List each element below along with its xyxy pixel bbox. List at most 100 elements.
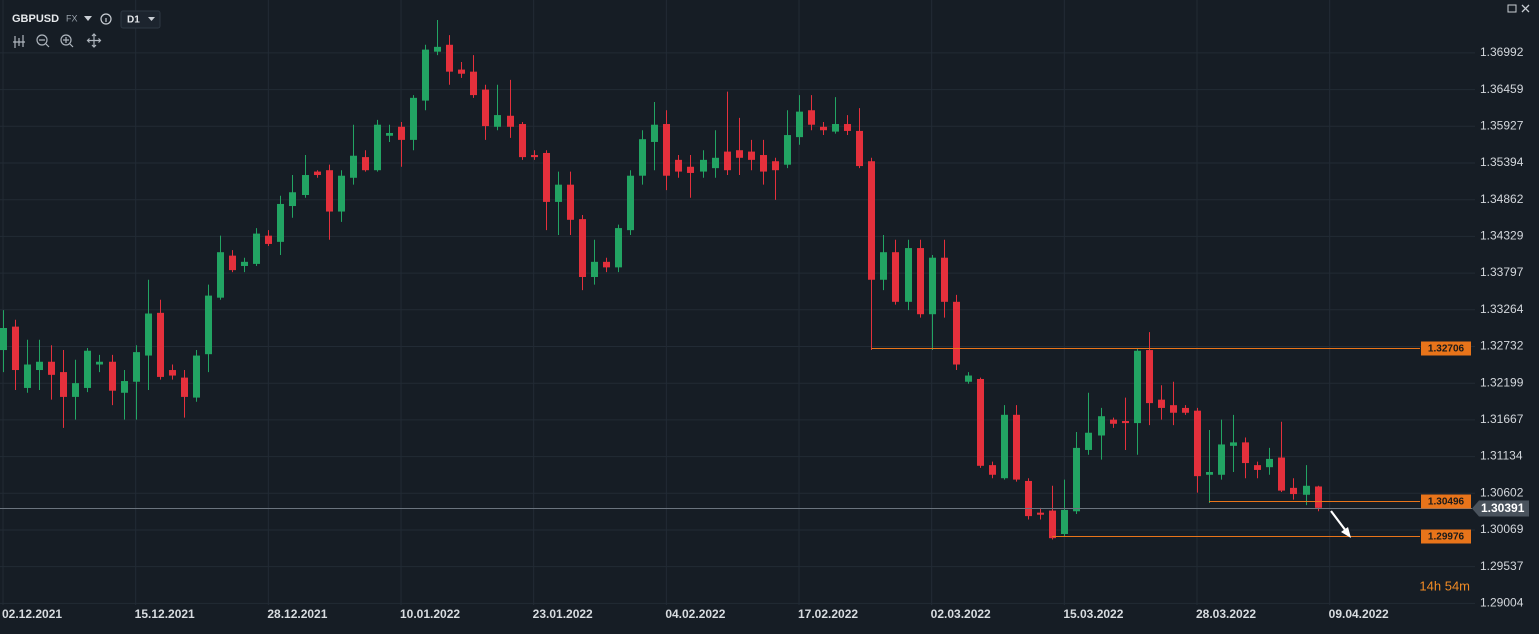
candle-body [253,233,260,264]
y-tick-label: 1.36992 [1480,45,1524,59]
x-tick-label: 09.04.2022 [1329,607,1389,621]
y-tick-label: 1.30602 [1480,485,1524,499]
y-tick-label: 1.34329 [1480,229,1524,243]
candle-body [1230,442,1237,446]
timeframe-box[interactable] [120,10,161,29]
y-tick-label: 1.35927 [1480,118,1524,132]
y-tick-label: 1.31667 [1480,412,1524,426]
candle-body [217,252,224,298]
candle-body [603,261,610,268]
candle-body [60,372,67,397]
candle-body [772,161,779,171]
candle-body [1110,419,1117,424]
candle-body [1061,509,1068,535]
x-tick-label: 10.01.2022 [400,607,460,621]
candle-body [229,255,236,271]
candle-body [1278,457,1285,491]
candle-body [1266,458,1273,468]
candle-body [712,157,719,169]
y-tick-label: 1.34862 [1480,192,1524,206]
candle-body [1170,405,1177,413]
candle-body [1303,485,1310,495]
candle-body [338,175,345,212]
candle-body [1206,472,1213,475]
candle-body [121,381,128,393]
current-price-box [1472,500,1529,517]
candle-body [1242,442,1249,464]
candle-body [1218,444,1225,475]
candle-body [917,248,924,315]
candle-body [627,175,634,231]
grid [0,0,1475,605]
y-tick-label: 1.32199 [1480,375,1524,389]
level-label-box [1421,494,1471,509]
candle-body [748,151,755,160]
icons [13,33,102,48]
zoom-in-icon[interactable] [60,34,72,46]
candle-body [470,71,477,96]
candle-body [326,170,333,212]
candle-body [1158,399,1165,408]
candle-body [96,361,103,365]
candle-body [350,155,357,178]
candle-body [905,248,912,302]
candle-body [84,350,91,388]
candle-body [302,175,309,196]
candle-body [1254,465,1261,470]
x-tick-label: 28.12.2021 [267,607,327,621]
candle-body [277,203,284,242]
candle-body [241,261,248,266]
x-tick-label: 15.12.2021 [135,607,195,621]
zoom-out-icon[interactable] [36,34,48,46]
x-tick-label: 23.01.2022 [533,607,593,621]
y-tick-label: 1.32732 [1480,339,1524,353]
candle-body [700,159,707,172]
candle-body [832,124,839,132]
y-tick-label: 1.29004 [1480,596,1524,610]
countdown: 14h 54m [1419,578,1470,593]
y-tick-label: 1.33797 [1480,265,1524,279]
candle-body [519,124,526,158]
symbol[interactable]: GBPUSD [12,13,59,25]
market: FX [66,13,78,23]
level-label: 1.30496 [1428,497,1465,508]
candle-body [1001,414,1008,479]
candle-body [1085,432,1092,450]
candle-body [675,159,682,172]
x-tick-label: 15.03.2022 [1063,607,1123,621]
candle-body [760,155,767,172]
candle-body [1290,487,1297,495]
candle-body [133,352,140,382]
candle-body [555,184,562,202]
candle-body [193,355,200,398]
candle-body [458,69,465,74]
candle-body [145,313,152,356]
x-tick-label: 28.03.2022 [1196,607,1256,621]
x-tick-label: 02.12.2021 [2,607,62,621]
y-tick-label: 1.31134 [1480,449,1523,463]
y-tick-label: 1.29537 [1480,559,1524,573]
info-icon[interactable] [100,13,112,25]
indicator-icon[interactable] [13,35,25,48]
candle-body [289,192,296,207]
level-label-box [1421,341,1471,356]
dropdown[interactable] [148,17,155,21]
candle-body [72,383,79,397]
candle-body [1194,410,1201,477]
candle-body [941,257,948,302]
dropdown[interactable] [84,16,92,21]
level-label-box [1421,529,1471,544]
pan-icon[interactable] [86,33,102,48]
candle-body [265,235,272,244]
candle-body [856,130,863,167]
maximize-icon[interactable] [1507,4,1517,13]
candle-body [494,115,501,127]
candle-body [205,295,212,355]
close-icon[interactable] [1521,4,1530,13]
candle-body [531,155,538,158]
trend-arrow [1330,510,1351,538]
candle-body [314,171,321,176]
candle-body [109,361,116,391]
candle-body [724,151,731,171]
